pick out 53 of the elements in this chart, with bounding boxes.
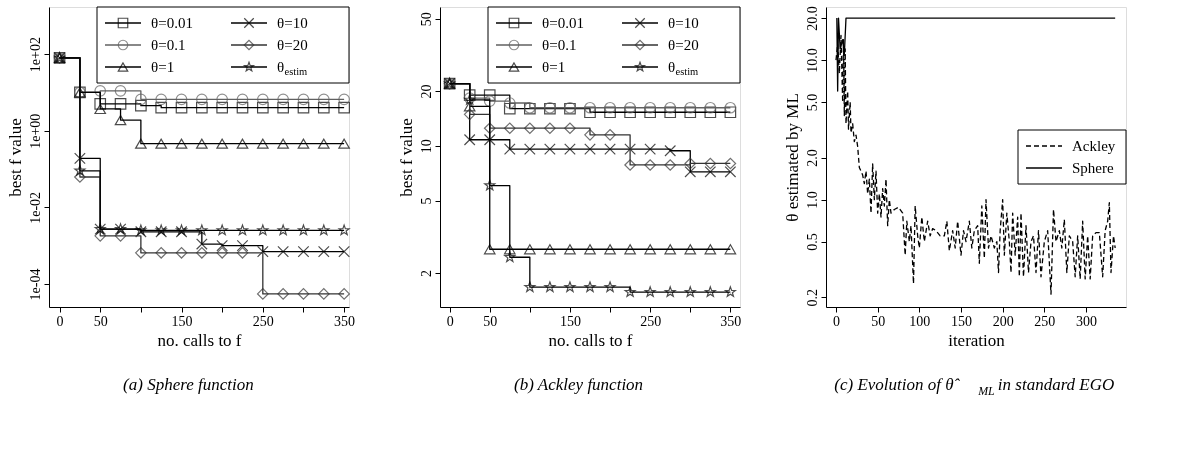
x-axis-title: iteration — [948, 330, 1006, 350]
x-tick-label: 50 — [483, 313, 498, 329]
x-axis-title: no. calls to f — [548, 330, 633, 350]
text: (a) Sphere function — [123, 375, 254, 394]
y-tick-label: 1e-04 — [27, 268, 43, 301]
x-tick-label: 100 — [909, 313, 931, 329]
legend-label: Sphere — [1072, 160, 1114, 176]
y-tick-label: 50 — [418, 12, 434, 27]
x-tick-label: 50 — [871, 313, 886, 329]
y-tick-label: 1e+00 — [27, 113, 43, 149]
y-axis-title: best f value — [396, 118, 416, 197]
y-tick-label: 0.2 — [804, 288, 820, 307]
y-tick-label: 20 — [418, 84, 434, 99]
y-tick-label: 10 — [418, 139, 434, 154]
x-tick-label: 150 — [559, 313, 581, 329]
legend-label: θ=10 — [277, 15, 308, 31]
legend-label: θ=0.01 — [542, 15, 584, 31]
y-tick-label: 20.0 — [804, 6, 820, 31]
y-tick-label: 5.0 — [804, 93, 820, 112]
legend-label: θ=20 — [668, 37, 699, 53]
y-tick-label: 1e+02 — [27, 37, 43, 73]
x-tick-label: 300 — [1076, 313, 1097, 329]
y-tick-label: 10.0 — [804, 48, 820, 73]
x-tick-label: 0 — [446, 313, 454, 329]
x-tick-label: 0 — [833, 313, 840, 329]
x-tick-label: 200 — [992, 313, 1014, 329]
legend-label: θ=10 — [668, 15, 699, 31]
y-tick-label: 1.0 — [804, 191, 820, 209]
y-tick-label: 0.5 — [804, 233, 820, 251]
x-tick-label: 50 — [93, 313, 108, 329]
legend-label: θ=0.01 — [151, 15, 193, 31]
legend-label: θ=20 — [277, 37, 308, 53]
x-axis-title: no. calls to f — [157, 330, 242, 350]
x-tick-label: 250 — [640, 313, 662, 329]
y-tick-label: 5 — [418, 197, 434, 205]
y-axis-title: best f value — [5, 118, 25, 197]
y-axis-title: θ estimated by ML — [782, 93, 802, 222]
x-tick-label: 0 — [56, 313, 64, 329]
x-tick-label: 150 — [171, 313, 193, 329]
y-tick-label: 1e-02 — [27, 191, 43, 224]
legend-label: θ=0.1 — [151, 37, 186, 53]
x-tick-label: 350 — [334, 313, 356, 329]
legend-label: Ackley — [1072, 138, 1116, 154]
y-tick-label: 2.0 — [804, 149, 820, 167]
legend-label: θ=1 — [151, 59, 175, 75]
x-tick-label: 350 — [720, 313, 742, 329]
text: (b) Ackley function — [514, 375, 644, 394]
x-tick-label: 250 — [252, 313, 274, 329]
y-tick-label: 2 — [418, 269, 434, 277]
legend-label: θ=0.1 — [542, 37, 577, 53]
x-tick-label: 250 — [1034, 313, 1056, 329]
x-tick-label: 150 — [951, 313, 972, 329]
legend-label: θ=1 — [542, 59, 566, 75]
